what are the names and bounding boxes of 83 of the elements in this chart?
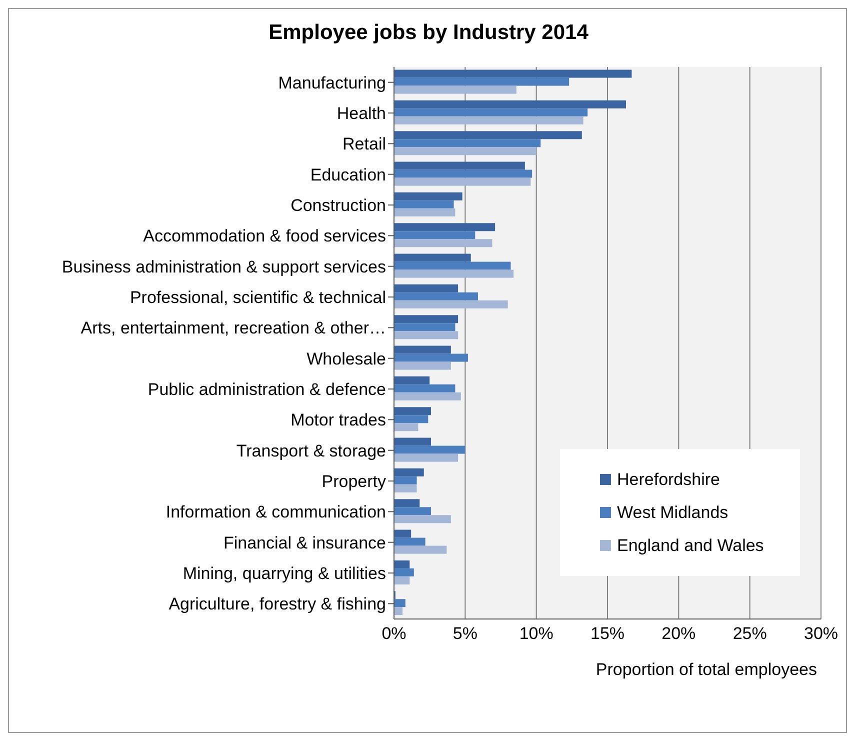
bar (394, 254, 471, 262)
bar (394, 170, 532, 178)
bar (394, 392, 461, 400)
bar (394, 507, 432, 516)
bar (394, 468, 424, 476)
bar (394, 139, 541, 148)
x-tick-label: 5% (452, 624, 478, 644)
bar (394, 131, 582, 140)
y-tick-label: Information & communication (166, 502, 386, 522)
x-tick-label: 30% (804, 624, 838, 644)
y-tick-label: Mining, quarrying & utilities (182, 564, 386, 584)
y-tick-label: Motor trades (290, 410, 386, 430)
x-tick-label: 25% (732, 624, 767, 644)
bar (394, 438, 432, 446)
y-tick-label: Business administration & support services (62, 257, 386, 276)
bar (394, 331, 458, 340)
bar (394, 323, 456, 332)
bar (394, 423, 418, 432)
bar (394, 354, 468, 362)
bar (394, 239, 492, 248)
bar (394, 568, 414, 576)
y-tick-label: Arts, entertainment, recreation & other… (80, 318, 386, 338)
bar (394, 362, 451, 370)
legend-label: West Midlands (617, 502, 728, 524)
bar (394, 607, 403, 616)
bar (394, 415, 428, 424)
bar (394, 162, 525, 170)
x-tick-label: 0% (382, 624, 406, 644)
bar (394, 116, 584, 124)
y-tick-label: Manufacturing (278, 73, 386, 92)
bar (394, 407, 432, 416)
bar (394, 376, 430, 384)
bar (394, 499, 420, 508)
y-tick-label: Retail (342, 134, 386, 154)
bar (394, 560, 410, 568)
y-tick-label: Financial & insurance (223, 533, 386, 552)
bar (394, 484, 417, 492)
bar (394, 315, 458, 324)
y-tick-label: Education (310, 165, 386, 184)
y-tick-label: Agriculture, forestry & fishing (168, 594, 386, 614)
bar (394, 200, 454, 208)
bar (394, 100, 626, 108)
bar (394, 262, 511, 270)
bar (394, 70, 632, 78)
bar (394, 78, 570, 86)
bar (394, 384, 456, 392)
bar (394, 454, 458, 462)
bar (394, 546, 447, 554)
bar (394, 86, 516, 94)
chart-title: Employee jobs by Industry 2014 (268, 21, 590, 45)
bar (394, 530, 412, 538)
y-tick-label: Health (336, 104, 386, 124)
y-tick-label: Wholesale (306, 349, 386, 368)
bar (394, 346, 451, 354)
x-axis-title: Proportion of total employees (596, 660, 817, 679)
bar (394, 476, 417, 484)
bar (394, 208, 456, 216)
bar (394, 270, 514, 278)
x-tick-label: 15% (590, 624, 625, 644)
legend-label: England and Wales (617, 535, 764, 557)
bar (394, 576, 410, 584)
bar (394, 515, 451, 524)
bar (394, 300, 508, 308)
y-tick-label: Transport & storage (236, 441, 386, 460)
bar (394, 178, 531, 186)
x-tick-label: 10% (519, 624, 554, 644)
y-tick-label: Construction (290, 196, 386, 216)
y-tick-label: Accommodation & food services (143, 226, 386, 246)
legend-label: Herefordshire (617, 469, 720, 491)
bar (394, 538, 426, 546)
bar (394, 292, 478, 300)
y-tick-label: Public administration & defence (148, 380, 386, 400)
x-tick-label: 20% (662, 624, 696, 644)
bar (394, 231, 476, 240)
bar (394, 147, 536, 156)
bar (394, 446, 466, 454)
y-tick-label: Property (322, 472, 386, 492)
bar (394, 599, 406, 608)
y-tick-label: Professional, scientific & technical (130, 288, 386, 308)
bar (394, 108, 588, 116)
bar (394, 223, 496, 232)
bar (394, 284, 458, 292)
bar (394, 192, 462, 200)
